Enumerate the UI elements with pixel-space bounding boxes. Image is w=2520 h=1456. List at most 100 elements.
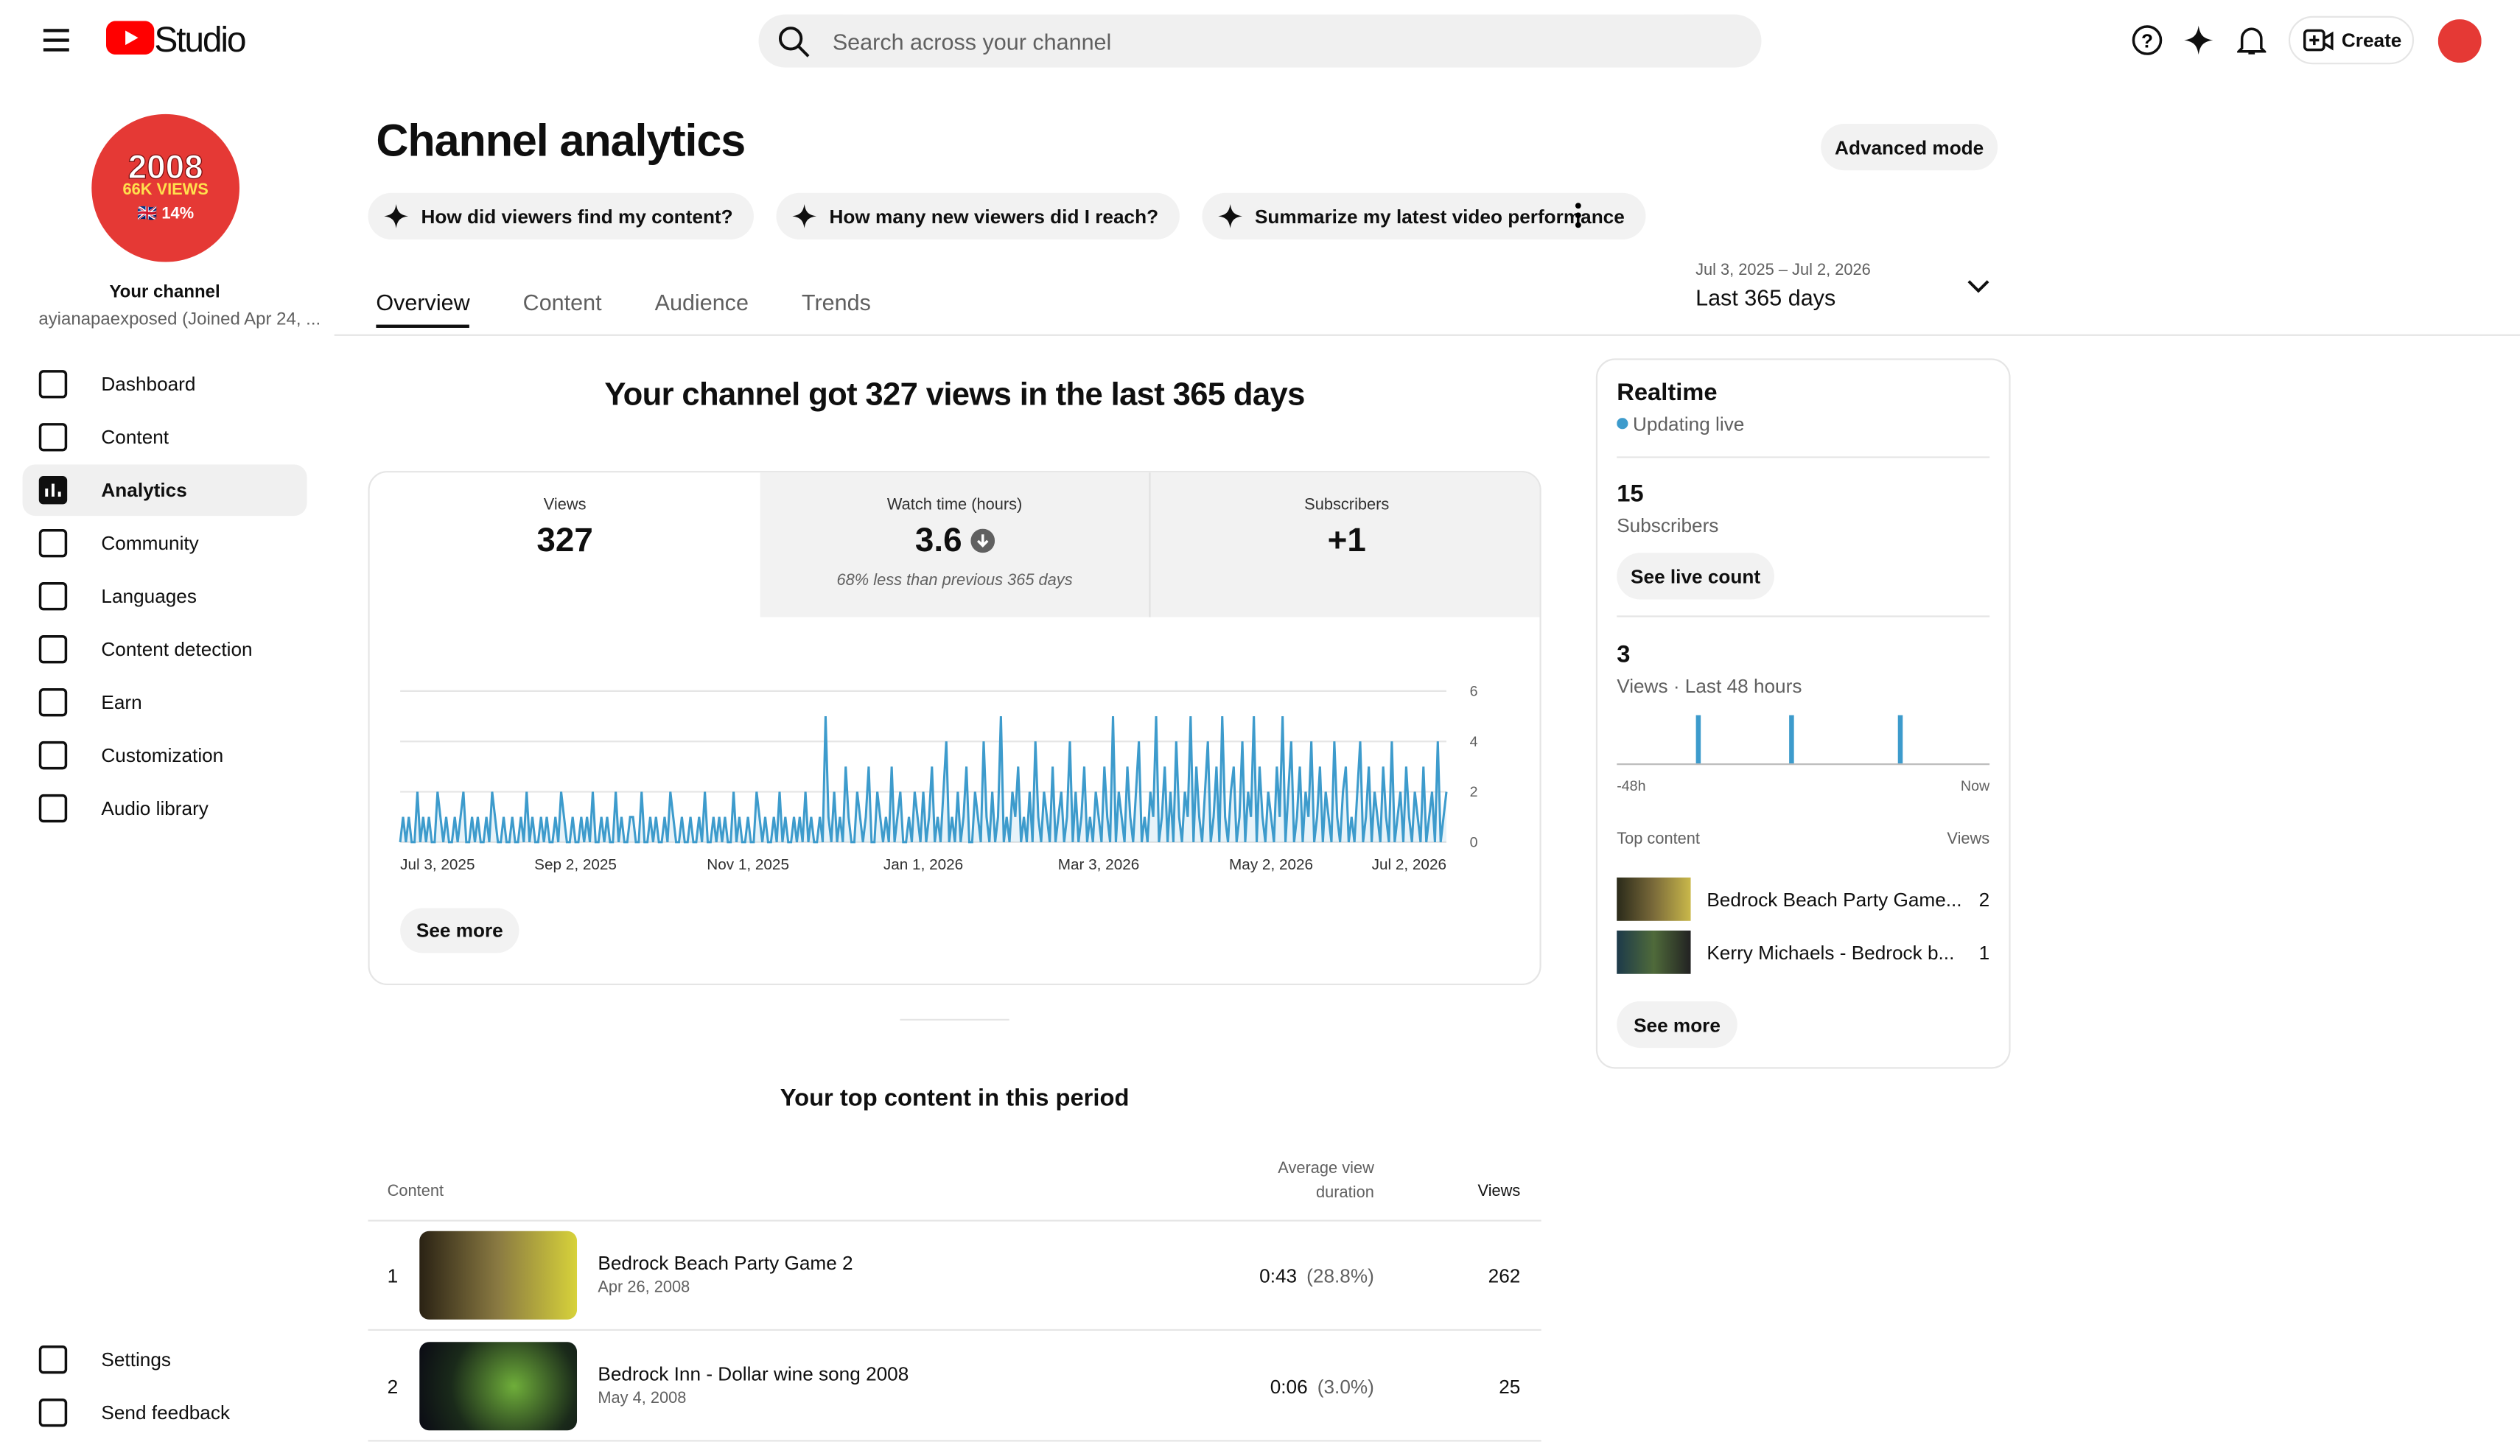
nav-item[interactable]: Settings [23,1334,307,1385]
tab[interactable]: Trends [801,289,871,315]
video-date: Apr 26, 2008 [598,1279,690,1298]
nav-item[interactable]: Dashboard [23,358,307,410]
nav-label: Send feedback [101,1401,231,1424]
live-dot [1617,418,1628,430]
search-box[interactable]: Search across your channel [758,14,1762,68]
icon-shape [38,1345,68,1374]
column-header: Views [1477,1183,1521,1201]
spark-icon [1217,204,1242,228]
avg-duration: 0:43 (28.8%) [1259,1265,1374,1288]
nav-label: Languages [101,584,197,608]
metric-value: +1 [1151,522,1540,561]
x-tick-label: Sep 2, 2025 [534,856,617,873]
top-item[interactable]: Bedrock Beach Party Game... 2 [1617,877,1989,921]
duration: 0:43 [1259,1264,1298,1288]
page-title: Channel analytics [376,116,746,166]
period[interactable]: Last 365 days [1695,284,1836,310]
divider [334,334,2520,336]
realtime-card [1595,358,2011,1069]
nav-item[interactable]: Analytics [22,464,307,517]
bar [1789,715,1794,764]
spark-icon[interactable] [2184,25,2213,55]
duration: 0:06 [1270,1376,1308,1399]
nav-item[interactable]: Community [23,517,307,569]
nav-item[interactable]: Languages [23,570,307,622]
views-count: 3 [1617,641,1631,669]
live-count-button[interactable]: See live count [1617,553,1774,600]
logo-icon[interactable] [105,21,155,55]
icon-shape [38,582,68,611]
nav-item[interactable]: Content detection [23,623,307,675]
bar [1695,715,1701,764]
y-tick-label: 6 [1470,683,1478,699]
tab[interactable]: Audience [654,289,749,315]
realtime-see-more[interactable]: See more [1617,1001,1737,1049]
metric[interactable]: Views 327 [370,472,760,617]
nav-icon [38,476,68,505]
prompt-chip[interactable]: Summarize my latest video performance [1201,192,1646,239]
top-title: Kerry Michaels - Bedrock b... [1707,942,1955,965]
prompt-chip[interactable]: How did viewers find my content? [368,192,755,239]
divider [1617,456,1990,458]
account-avatar[interactable] [2437,19,2482,63]
nav-item[interactable]: Content [23,411,307,463]
svg-text:?: ? [2141,29,2153,52]
icon-shape [38,634,68,664]
table-row[interactable]: 1 Bedrock Beach Party Game 2 Apr 26, 2008 0… [368,1219,1541,1331]
nav-item[interactable]: Earn [23,676,307,728]
metric[interactable]: Watch time (hours) 3.6 68% less than previ… [760,472,1151,617]
notifications-icon[interactable] [2237,24,2267,57]
metric[interactable]: Subscribers +1 [1150,472,1540,617]
nav-label: Earn [101,690,142,714]
table-row[interactable]: 2 Bedrock Inn - Dollar wine song 2008 May … [368,1331,1541,1442]
nav-label: Content [101,425,169,449]
spark-icon [384,204,409,228]
logo-text[interactable]: Studio [154,19,246,60]
tab[interactable]: Overview [376,290,470,328]
search-icon [778,27,810,57]
views-label: Views · Last 48 hours [1617,675,1802,698]
menu-button[interactable] [38,24,74,57]
icon-shape [38,687,68,717]
realtime-chart [1617,715,1990,766]
advanced-mode-button[interactable]: Advanced mode [1821,123,1998,171]
chip-label: Summarize my latest video performance [1254,205,1625,228]
nav-icon [38,634,68,664]
metric-value: 3.6 [760,522,1149,561]
top-item[interactable]: Kerry Michaels - Bedrock b... 1 [1617,930,1989,974]
nav-label: Audio library [101,797,209,820]
create-button[interactable]: Create [2288,15,2415,65]
help-icon[interactable]: ? [2131,24,2163,57]
date-range[interactable]: Jul 3, 2025 – Jul 2, 2026 [1695,262,1871,280]
avg-duration: 0:06 (3.0%) [1270,1376,1374,1399]
create-label: Create [2341,29,2402,52]
rank: 1 [387,1264,399,1288]
rt-x-label: Now [1960,777,1990,794]
icon-shape [38,370,68,399]
metric-number: +1 [1327,522,1366,560]
period-dropdown[interactable] [1967,278,1990,294]
avatar-line: 66K VIEWS [122,181,209,200]
nav-icon [38,794,68,823]
create-icon [2303,29,2334,52]
see-more-button[interactable]: See more [400,908,519,953]
nav-icon [38,1399,68,1427]
metrics-card: Views 327 Watch time (hours) 3.6 68% less th… [368,471,1541,986]
nav-label: Dashboard [101,373,196,396]
prompt-chip[interactable]: How many new viewers did I reach? [776,192,1180,239]
top-title: Bedrock Beach Party Game... [1707,889,1962,911]
video-date: May 4, 2008 [598,1390,687,1408]
metric-label: Watch time (hours) [886,496,1023,514]
more-button[interactable] [1572,199,1584,231]
tab[interactable]: Content [522,289,602,315]
nav-item[interactable]: Audio library [23,783,307,834]
nav-item[interactable]: Send feedback [23,1387,307,1438]
top-header: Top content [1617,830,1701,849]
channel-avatar[interactable]: 2008 66K VIEWS 🇬🇧 14% [91,113,239,262]
icon-shape [38,1399,68,1427]
nav-label: Community [101,531,199,555]
nav-item[interactable]: Customization [23,729,307,781]
x-tick-label: Jul 2, 2026 [1372,856,1446,873]
video-title: Bedrock Beach Party Game 2 [598,1252,853,1275]
